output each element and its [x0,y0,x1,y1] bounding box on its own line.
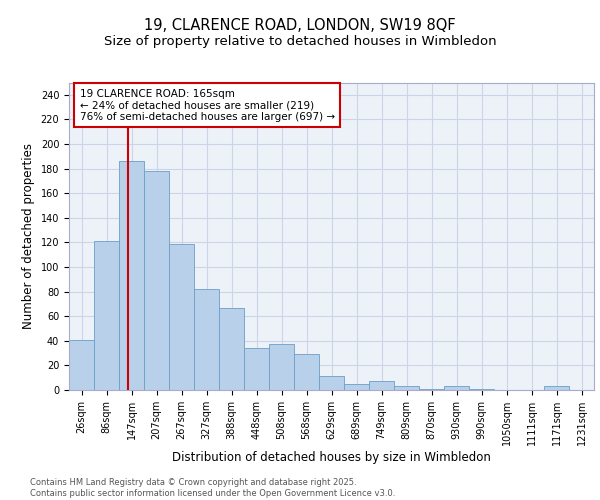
Bar [269,344,294,390]
Bar [319,376,344,390]
Bar [294,354,319,390]
Bar [544,386,569,390]
Bar [144,171,169,390]
Bar [394,386,419,390]
Y-axis label: Number of detached properties: Number of detached properties [22,143,35,329]
Bar [469,389,494,390]
Text: Contains HM Land Registry data © Crown copyright and database right 2025.
Contai: Contains HM Land Registry data © Crown c… [30,478,395,498]
Bar [369,382,394,390]
Bar [69,340,94,390]
Bar [94,241,119,390]
Bar [194,289,219,390]
Text: 19, CLARENCE ROAD, LONDON, SW19 8QF: 19, CLARENCE ROAD, LONDON, SW19 8QF [144,18,456,32]
Bar [244,348,269,390]
Bar [444,386,469,390]
Bar [219,308,244,390]
Bar [344,384,369,390]
Bar [419,389,444,390]
X-axis label: Distribution of detached houses by size in Wimbledon: Distribution of detached houses by size … [172,450,491,464]
Text: 19 CLARENCE ROAD: 165sqm
← 24% of detached houses are smaller (219)
76% of semi-: 19 CLARENCE ROAD: 165sqm ← 24% of detach… [79,88,335,122]
Bar [169,244,194,390]
Bar [119,161,144,390]
Text: Size of property relative to detached houses in Wimbledon: Size of property relative to detached ho… [104,35,496,48]
